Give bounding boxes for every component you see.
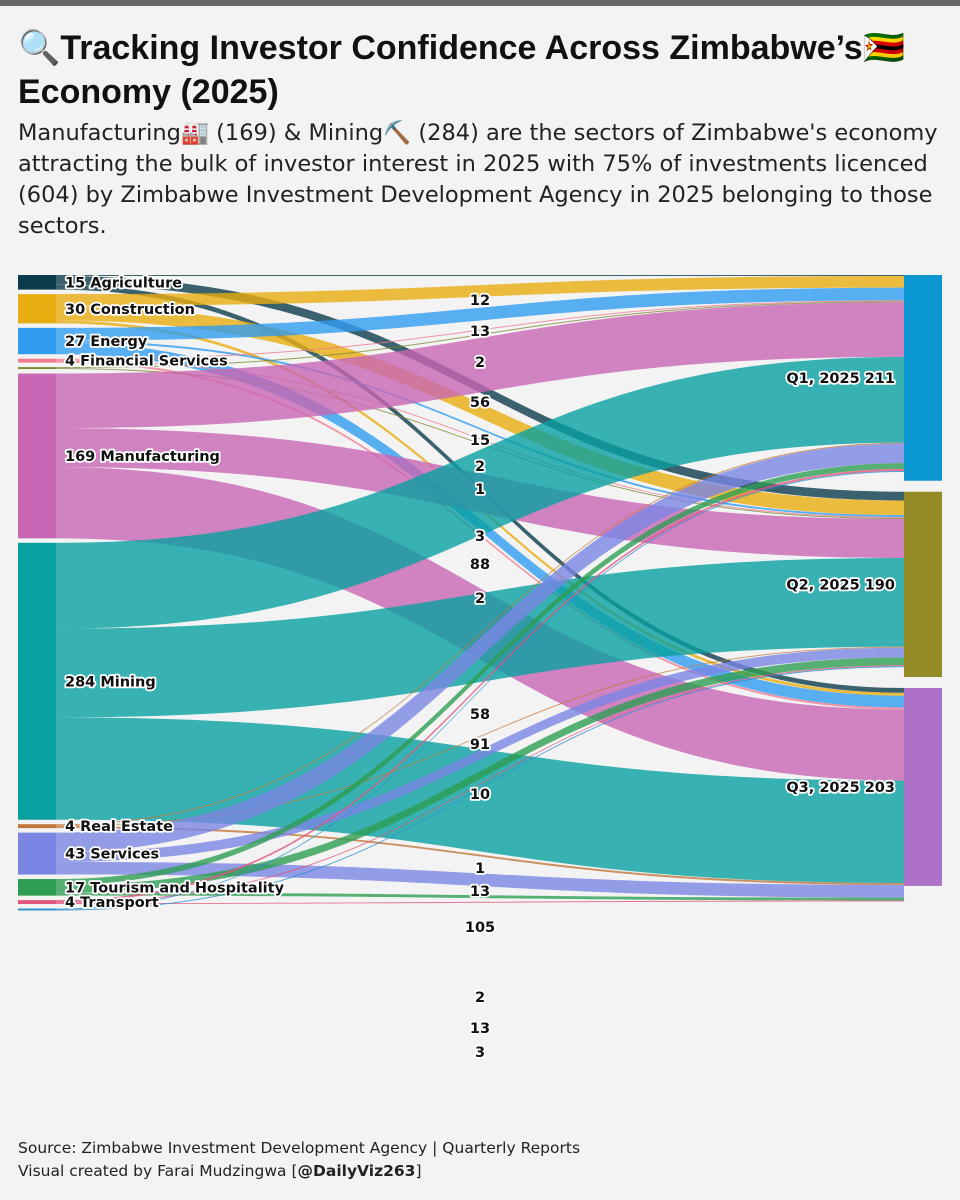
source-node <box>18 542 56 820</box>
source-label: 43 Services <box>65 847 159 863</box>
source-node <box>18 832 56 875</box>
sankey-flow <box>56 302 904 429</box>
source-label: 4 Transport <box>65 895 159 911</box>
flow-value-label: 105 <box>465 920 495 936</box>
source-node <box>18 373 56 539</box>
flow-value-label: 13 <box>470 324 490 340</box>
flow-value-label: 10 <box>470 787 490 803</box>
pickaxe-icon: ⛏️ <box>383 120 412 146</box>
sankey-flow <box>56 892 904 901</box>
flow-value-label: 2 <box>475 355 485 371</box>
target-label: Q2, 2025 190 <box>786 577 895 593</box>
sankey-flows <box>56 275 904 911</box>
flow-value-label: 1 <box>475 861 485 877</box>
sankey-flow <box>56 826 904 885</box>
source-label: 169 Manufacturing <box>65 449 220 465</box>
flow-value-label: 15 <box>470 433 490 449</box>
flow-value-label: 91 <box>470 737 490 753</box>
source-node <box>18 824 56 829</box>
credit-prefix: Visual created by Farai Mudzingwa [ <box>18 1162 298 1180</box>
sankey-flow <box>56 442 904 826</box>
sankey-flow <box>56 666 904 911</box>
sankey-flow <box>56 356 904 629</box>
source-label: 27 Energy <box>65 334 148 350</box>
source-line: Source: Zimbabwe Investment Development … <box>18 1139 581 1157</box>
subtitle-part: Manufacturing <box>18 120 181 146</box>
sankey-flow <box>56 657 904 893</box>
sankey-flow <box>56 340 904 518</box>
flow-value-label: 13 <box>470 884 490 900</box>
flow-value-label: 58 <box>470 707 490 723</box>
subtitle-part: (284) are the sectors of Zimbabwe's econ… <box>18 120 938 239</box>
source-node <box>18 327 56 355</box>
sankey-flow <box>56 275 904 306</box>
target-label: Q3, 2025 203 <box>786 780 895 796</box>
sankey-flow <box>56 647 904 862</box>
zimbabwe-flag-icon: 🇿🇼 <box>862 28 906 68</box>
flow-value-label: 3 <box>475 529 485 545</box>
chart-subtitle: Manufacturing🏭 (169) & Mining⛏️ (284) ar… <box>18 118 938 242</box>
source-node <box>18 908 56 911</box>
flow-value-label: 1 <box>475 482 485 498</box>
sankey-flow <box>56 287 904 341</box>
source-label: 15 Agriculture <box>65 275 182 291</box>
credit-line: Visual created by Farai Mudzingwa [@Dail… <box>18 1160 938 1183</box>
credit-suffix: ] <box>415 1162 422 1180</box>
magnifier-icon: 🔍 <box>18 28 61 68</box>
sankey-flow <box>56 470 904 910</box>
flow-value-label: 2 <box>475 990 485 1006</box>
sankey-flow <box>56 665 904 904</box>
sankey-flow <box>56 305 904 516</box>
source-node <box>18 275 56 290</box>
source-node <box>18 358 56 363</box>
flow-value-label: 88 <box>470 557 490 573</box>
flow-value-label: 3 <box>475 1045 485 1061</box>
source-label: 4 Financial Services <box>65 354 228 370</box>
flow-value-label: 2 <box>475 459 485 475</box>
sankey-chart: 15 Agriculture 30 Construction 27 Energy 4 … <box>18 274 942 1063</box>
sankey-flow <box>56 463 904 885</box>
target-label: Q1, 2025 211 <box>786 371 895 387</box>
flow-value-label: 13 <box>470 1021 490 1037</box>
sankey-flow <box>56 443 904 853</box>
sankey-flow <box>56 646 904 827</box>
source-label: 17 Tourism and Hospitality <box>65 880 285 896</box>
source-label: 4 Real Estate <box>65 819 173 835</box>
chart-title: 🔍Tracking Investor Confidence Across Zim… <box>18 26 938 114</box>
source-note: Source: Zimbabwe Investment Development … <box>18 1137 938 1183</box>
subtitle-part: (169) & Mining <box>208 120 384 146</box>
source-node <box>18 294 56 324</box>
target-node <box>904 491 942 677</box>
flow-value-label: 12 <box>470 293 490 309</box>
sankey-flow <box>56 275 904 276</box>
sankey-nodes <box>18 275 942 911</box>
sankey-flow <box>56 861 904 898</box>
sankey-flow <box>56 359 904 519</box>
target-node <box>904 275 942 481</box>
sankey-labels: 15 Agriculture 30 Construction 27 Energy 4 … <box>63 274 897 1063</box>
sankey-flow <box>56 300 904 360</box>
top-border <box>0 0 960 6</box>
sankey-flow <box>56 900 904 905</box>
source-label: 30 Construction <box>65 302 195 318</box>
flow-value-label: 56 <box>470 395 490 411</box>
sankey-flow <box>56 368 904 520</box>
source-node <box>18 367 56 370</box>
title-text-line2: Economy (2025) <box>18 73 279 111</box>
factory-icon: 🏭 <box>180 120 209 146</box>
title-text: Tracking Investor Confidence Across Zimb… <box>60 29 863 67</box>
sankey-flow <box>56 469 904 903</box>
source-node <box>18 900 56 905</box>
target-node <box>904 687 942 886</box>
source-node <box>18 879 56 896</box>
sankey-flow <box>56 301 904 369</box>
sankey-flow <box>56 558 904 718</box>
sankey-flow <box>56 717 904 883</box>
source-label: 284 Mining <box>65 674 156 690</box>
flow-value-label: 2 <box>475 591 485 607</box>
author-handle: @DailyViz263 <box>297 1162 416 1180</box>
